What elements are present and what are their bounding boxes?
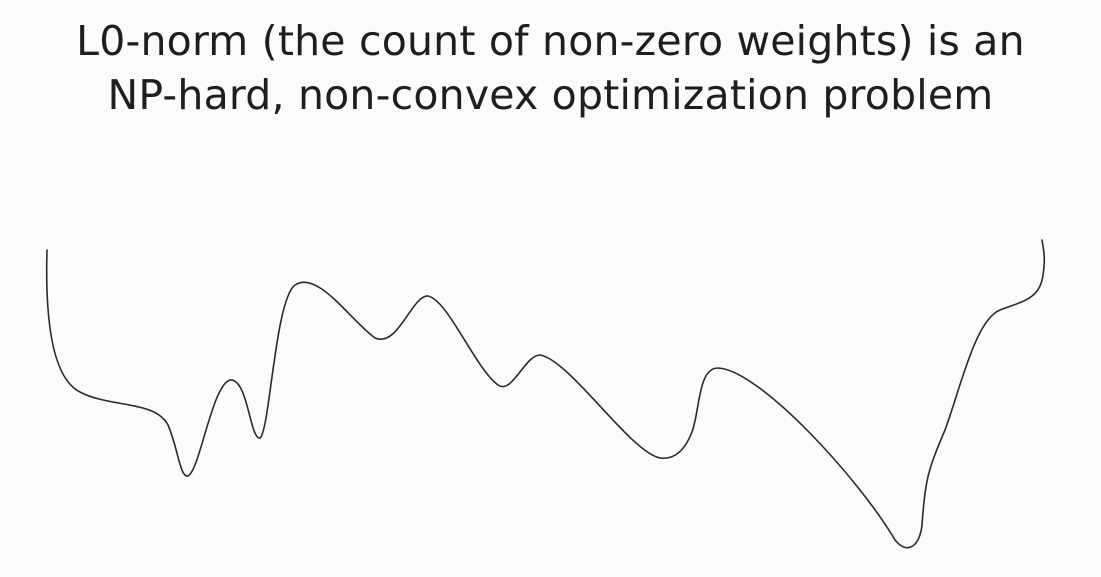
slide-title: L0-norm (the count of non-zero weights) …	[0, 14, 1101, 122]
title-line-1: L0-norm (the count of non-zero weights) …	[76, 17, 1025, 65]
non-convex-curve	[45, 239, 1046, 549]
title-line-2: NP-hard, non-convex optimization problem	[107, 71, 994, 119]
